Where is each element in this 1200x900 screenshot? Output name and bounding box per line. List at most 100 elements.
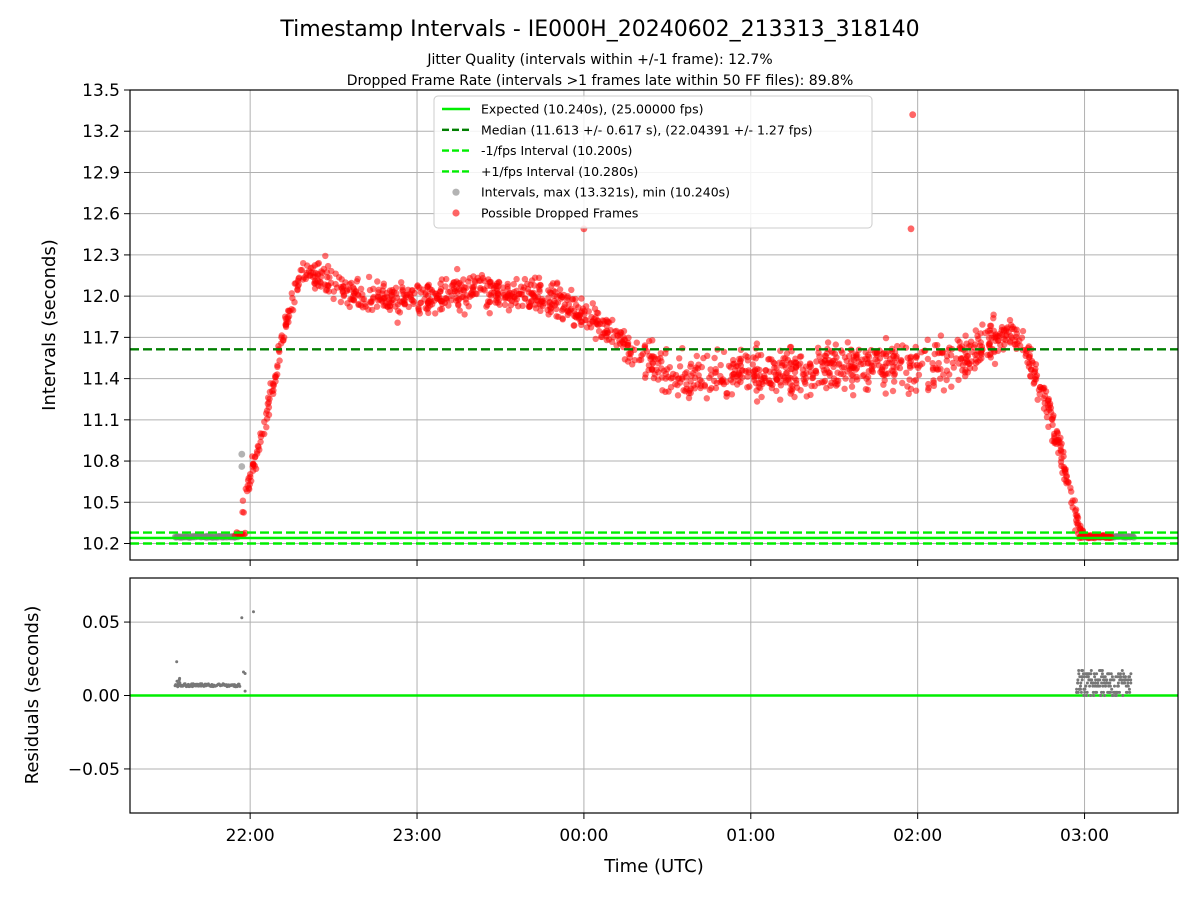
- residual-point: [1112, 678, 1116, 682]
- interval-point: [966, 360, 973, 367]
- interval-point: [718, 377, 725, 384]
- interval-point: [848, 383, 856, 390]
- interval-point: [845, 352, 853, 360]
- interval-point: [779, 373, 787, 380]
- interval-point: [739, 367, 746, 374]
- interval-point: [1026, 352, 1034, 359]
- interval-point: [322, 252, 329, 260]
- interval-point: [568, 286, 575, 294]
- interval-point: [824, 339, 832, 346]
- interval-point: [853, 353, 860, 360]
- intervals-plot-frame: [129, 89, 1179, 561]
- interval-point: [565, 307, 572, 314]
- interval-point: [669, 370, 677, 378]
- interval-point: [417, 289, 425, 296]
- interval-point: [394, 319, 401, 326]
- interval-point: [396, 309, 404, 316]
- interval-point: [257, 438, 264, 446]
- residual-point: [1100, 672, 1104, 676]
- legend-entry: +1/fps Interval (10.280s): [481, 164, 638, 179]
- interval-point: [563, 296, 571, 304]
- interval-point: [839, 364, 846, 371]
- interval-point: [494, 294, 501, 302]
- interval-point: [818, 379, 825, 386]
- residual-point: [238, 684, 242, 688]
- interval-point: [270, 387, 277, 394]
- legend-entry: -1/fps Interval (10.200s): [481, 143, 632, 158]
- interval-point: [607, 327, 614, 334]
- interval-point: [512, 299, 519, 306]
- y-tick-label: 10.2: [82, 535, 120, 555]
- interval-point: [896, 364, 904, 372]
- interval-point: [938, 349, 946, 356]
- residual-point: [1118, 690, 1121, 694]
- interval-point: [311, 280, 319, 287]
- residual-point: [1077, 669, 1081, 672]
- interval-point: [1006, 316, 1014, 324]
- residual-point: [1095, 690, 1099, 694]
- interval-point: [553, 280, 561, 288]
- y-tick-label: 11.4: [82, 370, 120, 390]
- interval-point: [691, 385, 698, 392]
- interval-point: [438, 305, 446, 313]
- interval-point: [909, 111, 917, 119]
- interval-point: [956, 344, 963, 351]
- interval-point: [625, 334, 632, 341]
- interval-point: [979, 321, 986, 328]
- residual-point: [178, 681, 182, 685]
- interval-point: [468, 289, 475, 296]
- interval-point: [433, 290, 440, 297]
- interval-point: [915, 371, 923, 378]
- interval-point: [309, 269, 317, 277]
- interval-point: [334, 284, 341, 291]
- interval-point: [249, 453, 256, 460]
- interval-point: [943, 376, 950, 384]
- interval-point: [263, 410, 270, 417]
- interval-point: [906, 359, 913, 367]
- interval-point: [787, 374, 794, 382]
- interval-point: [762, 367, 769, 374]
- interval-point: [1055, 449, 1062, 457]
- interval-point: [465, 278, 472, 285]
- residual-point: [1089, 672, 1093, 676]
- interval-point: [837, 370, 845, 377]
- interval-point: [400, 291, 407, 298]
- interval-point: [807, 361, 814, 368]
- interval-point: [687, 389, 694, 397]
- residual-point: [1121, 694, 1125, 697]
- interval-point: [948, 383, 955, 390]
- interval-point: [1040, 395, 1047, 402]
- residual-point: [243, 689, 247, 693]
- interval-point: [325, 282, 332, 289]
- residual-point: [1079, 687, 1082, 691]
- interval-point: [558, 307, 566, 314]
- y-tick-label: 13.2: [82, 122, 120, 142]
- residual-point: [1123, 681, 1127, 685]
- interval-point: [324, 262, 332, 270]
- interval-point: [882, 334, 890, 342]
- residual-point: [1079, 690, 1083, 694]
- interval-point: [783, 350, 791, 357]
- interval-point: [507, 296, 514, 303]
- residual-point: [1085, 681, 1089, 685]
- x-tick-label: 02:00: [893, 826, 942, 846]
- intervals-y-ticks: 10.2 10.5 10.8 11.1 11.4 11.7 12.0 12.3 12.6 12.9…: [82, 81, 130, 555]
- residual-point: [1128, 675, 1132, 679]
- interval-point: [685, 394, 693, 402]
- interval-point: [265, 399, 272, 406]
- interval-point: [486, 310, 493, 317]
- interval-point: [706, 374, 713, 381]
- interval-point: [380, 294, 387, 302]
- residual-point: [1089, 669, 1093, 672]
- residual-point: [177, 678, 181, 682]
- interval-point: [530, 293, 537, 300]
- interval-point: [408, 296, 415, 303]
- interval-point: [972, 351, 979, 358]
- interval-point: [872, 356, 879, 363]
- interval-point: [456, 285, 463, 293]
- dropped-frame-subtitle: Dropped Frame Rate (intervals >1 frames …: [347, 73, 854, 89]
- interval-point: [501, 301, 509, 308]
- interval-point: [943, 353, 951, 360]
- residuals-points: [173, 610, 1133, 697]
- interval-point: [848, 377, 856, 384]
